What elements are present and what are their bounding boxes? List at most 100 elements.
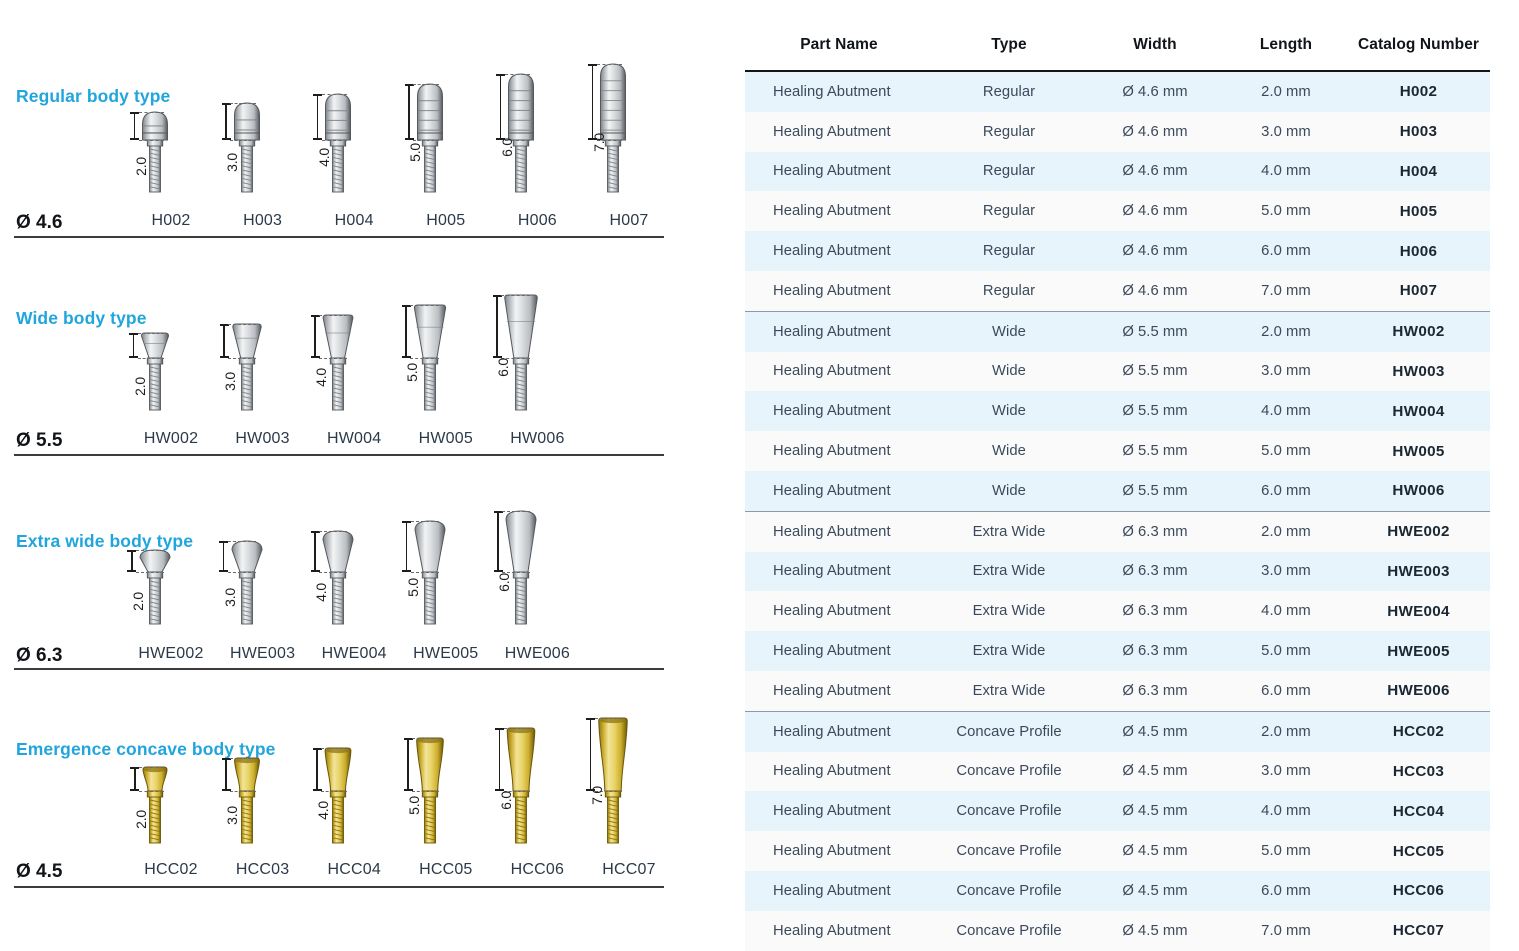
abutment-specimen-hwe004[interactable] [292,0,384,625]
dimension-line [408,84,410,140]
dimension-value: 2.0 [132,810,149,829]
dimension-cap [403,789,413,791]
table-row[interactable]: Healing Abutment Regular Ø 4.6 mm 3.0 mm H00… [745,111,1490,152]
dimension-extension-line [501,295,531,296]
dimension-value: 3.0 [221,587,238,607]
dimension-cap [403,738,413,740]
table-row[interactable]: Healing Abutment Regular Ø 4.6 mm 5.0 mm H00… [745,191,1490,232]
dimension-cap [221,103,231,105]
dimension-extension-line [230,140,256,141]
specimen-label-hw003: HW003 [235,430,290,447]
abutment-specimen-h007[interactable] [567,0,659,193]
specimen-label-hwe004: HWE004 [321,645,387,662]
dimension-extension-line [230,103,256,104]
abutment-specimen-hcc07[interactable] [567,0,659,844]
cell-type: Regular [933,71,1085,112]
cell-part: Healing Abutment [745,351,933,392]
table-row[interactable]: Healing Abutment Extra Wide Ø 6.3 mm 2.0 mm… [745,510,1490,552]
table-row[interactable]: Healing Abutment Extra Wide Ø 6.3 mm 6.0 mm… [745,670,1490,712]
dimension-cap [128,333,138,335]
cell-part: Healing Abutment [745,191,933,232]
abutment-specimen-h006[interactable] [475,0,567,193]
specimen-label-hw005: HW005 [418,430,473,447]
table-row[interactable]: Healing Abutment Regular Ø 4.6 mm 7.0 mm H00… [745,270,1490,312]
table-row[interactable]: Healing Abutment Wide Ø 5.5 mm 5.0 mm HW005 [745,431,1490,471]
cell-catalog: HWE002 [1347,510,1490,552]
abutment-specimen-hcc04[interactable] [292,0,384,844]
abutment-specimen-hw006[interactable] [475,0,567,411]
dimension-value: 5.0 [404,577,421,597]
cell-part: Healing Abutment [745,270,933,312]
table-row[interactable]: Healing Abutment Extra Wide Ø 6.3 mm 4.0 mm… [745,591,1490,632]
dimension-value: 4.0 [315,800,332,820]
table-row[interactable]: Healing Abutment Extra Wide Ø 6.3 mm 5.0 mm… [745,631,1490,671]
dimension-line [316,748,318,791]
table-row[interactable]: Healing Abutment Wide Ø 5.5 mm 6.0 mm HW006 [745,470,1490,512]
dimension-line [405,521,408,572]
cell-width: Ø 4.5 mm [1085,751,1225,792]
table-row[interactable]: Healing Abutment Concave Profile Ø 4.5 mm 3… [745,751,1490,792]
dimension-value: 6.0 [498,138,515,157]
cell-type: Wide [933,310,1085,352]
cell-type: Concave Profile [933,870,1085,911]
cell-type: Concave Profile [933,751,1085,792]
dimension-cap [493,570,503,572]
dimension-cap [129,112,139,114]
table-row[interactable]: Healing Abutment Concave Profile Ø 4.5 mm 6… [745,870,1490,911]
table-row[interactable]: Healing Abutment Wide Ø 5.5 mm 3.0 mm HW003 [745,351,1490,392]
specimen-label-hcc07: HCC07 [602,861,656,878]
dimension-cap [401,305,411,307]
cell-part: Healing Abutment [745,551,933,592]
dimension-extension-line [139,791,164,792]
abutment-specimen-hw004[interactable] [292,0,384,411]
cell-type: Concave Profile [933,831,1085,871]
dimension-value: 7.0 [590,133,607,152]
dimension-line [405,305,407,358]
abutment-specimen-h002[interactable] [109,0,201,193]
table-row[interactable]: Healing Abutment Concave Profile Ø 4.5 mm 7… [745,910,1490,951]
cell-catalog: HWE006 [1347,670,1490,712]
dimension-cap [402,521,412,523]
cell-width: Ø 4.6 mm [1085,151,1225,192]
dimension-cap [492,295,502,297]
abutment-specimen-h005[interactable] [384,0,476,193]
cell-width: Ø 4.5 mm [1085,910,1225,951]
abutment-specimen-hcc03[interactable] [201,0,293,844]
cell-length: 7.0 mm [1225,910,1347,951]
dimension-extension-line [502,572,531,573]
table-row[interactable]: Healing Abutment Regular Ø 4.6 mm 2.0 mm H00… [745,71,1490,112]
table-row[interactable]: Healing Abutment Extra Wide Ø 6.3 mm 3.0 mm… [745,551,1490,592]
table-row[interactable]: Healing Abutment Wide Ø 5.5 mm 4.0 mm HW004 [745,391,1490,432]
table-row[interactable]: Healing Abutment Regular Ø 4.6 mm 6.0 mm H00… [745,231,1490,271]
dimension-cap [221,789,231,791]
abutment-specimen-hw002[interactable] [109,0,201,411]
table-row[interactable]: Healing Abutment Regular Ø 4.6 mm 4.0 mm H00… [745,151,1490,192]
cell-part: Healing Abutment [745,71,933,112]
dimension-cap [310,356,320,358]
abutment-specimen-hcc05[interactable] [384,0,476,844]
cell-length: 4.0 mm [1225,151,1347,192]
table-row[interactable]: Healing Abutment Concave Profile Ø 4.5 mm 5… [745,831,1490,871]
cell-type: Extra Wide [933,591,1085,632]
cell-part: Healing Abutment [745,710,933,752]
cell-length: 6.0 mm [1225,231,1347,271]
abutment-specimen-hw003[interactable] [201,0,293,411]
dimension-cap [127,570,137,572]
abutment-specimen-hcc06[interactable] [475,0,567,844]
cell-type: Extra Wide [933,670,1085,712]
abutment-specimen-hcc02[interactable] [109,0,201,844]
table-body: Healing Abutment Regular Ø 4.6 mm 2.0 mm H00… [745,71,1490,951]
cell-part: Healing Abutment [745,751,933,792]
dimension-extension-line [228,324,256,325]
specimen-label-hwe002: HWE002 [138,645,204,662]
abutment-specimen-h004[interactable] [292,0,384,193]
dimension-extension-line [227,541,256,542]
cell-catalog: HWE003 [1347,551,1490,592]
table-row[interactable]: Healing Abutment Concave Profile Ø 4.5 mm 4… [745,791,1490,832]
dimension-cap [312,748,322,750]
cell-type: Concave Profile [933,910,1085,951]
abutment-specimen-hw005[interactable] [384,0,476,411]
table-row[interactable]: Healing Abutment Wide Ø 5.5 mm 2.0 mm HW002 [745,310,1490,352]
table-row[interactable]: Healing Abutment Concave Profile Ø 4.5 mm 2… [745,710,1490,752]
abutment-specimen-hwe002[interactable] [109,0,201,625]
